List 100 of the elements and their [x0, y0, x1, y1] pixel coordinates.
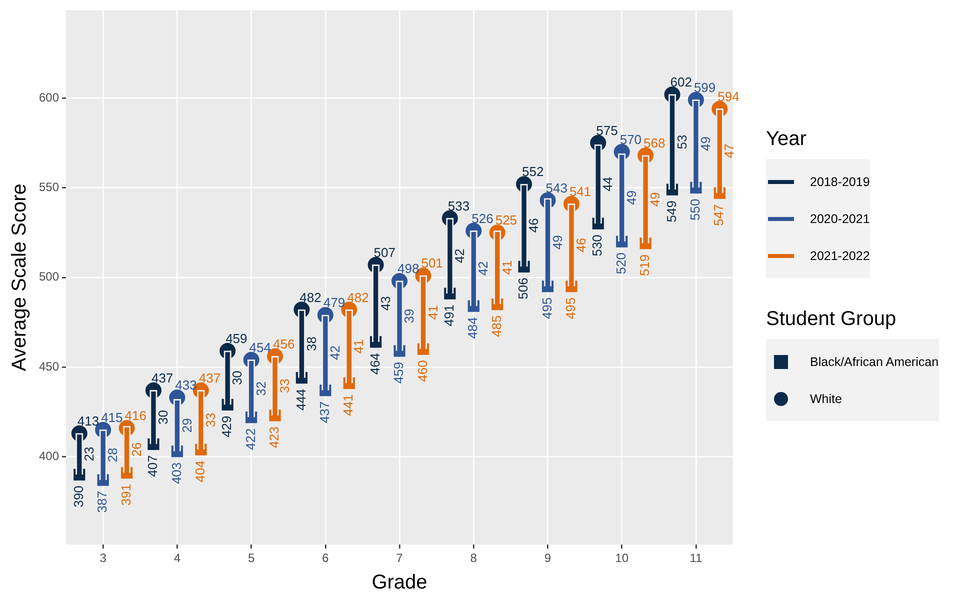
data-label: 602	[670, 74, 692, 90]
data-label: 23	[81, 446, 96, 462]
data-label: 413	[77, 413, 100, 428]
x-tick-label: 11	[690, 551, 702, 566]
data-label: 30	[156, 410, 171, 425]
data-label: 485	[488, 315, 504, 337]
data-label: 459	[226, 331, 248, 346]
data-label: 568	[644, 136, 666, 151]
data-label: 49	[698, 136, 714, 152]
data-label: 484	[465, 317, 480, 339]
data-label: 575	[596, 122, 618, 138]
data-label: 552	[522, 164, 544, 180]
data-label: 454	[249, 340, 271, 355]
data-label: 547	[711, 204, 726, 226]
data-label: 543	[546, 180, 568, 196]
x-tick-label: 7	[396, 551, 404, 566]
data-label: 495	[539, 297, 554, 320]
data-label: 550	[688, 198, 703, 220]
text: Student Group	[766, 308, 896, 330]
x-axis-title: Grade	[372, 572, 428, 594]
data-label: 38	[304, 336, 319, 351]
y-tick-label: 600	[38, 90, 60, 104]
data-label: 42	[327, 345, 342, 360]
legend-label: White	[810, 392, 842, 406]
data-label: 549	[664, 200, 679, 222]
data-label: 53	[674, 134, 690, 150]
data-label: 47	[722, 144, 737, 158]
data-label: 456	[273, 336, 295, 352]
data-label: 533	[448, 198, 470, 214]
data-label: 30	[230, 370, 245, 386]
x-tick-label: 10	[615, 551, 629, 566]
data-label: 519	[637, 254, 652, 276]
text: Year	[766, 128, 806, 150]
data-label: 390	[70, 486, 86, 508]
data-label: 26	[128, 442, 144, 457]
data-label: 459	[391, 362, 406, 384]
data-label: 541	[569, 184, 592, 199]
data-label: 495	[563, 297, 578, 320]
data-label: 501	[421, 256, 443, 271]
legend-label: 2018-2019	[810, 174, 870, 188]
data-label: 391	[118, 484, 134, 506]
data-label: 570	[620, 132, 642, 147]
y-tick-label: 500	[38, 270, 60, 284]
data-label: 42	[452, 248, 467, 264]
y-tick-label: 400	[38, 449, 60, 464]
data-label: 49	[648, 192, 663, 207]
data-label: 506	[516, 278, 531, 300]
data-label: 460	[414, 360, 430, 382]
y-tick-label: 450	[38, 359, 60, 374]
data-label: 43	[378, 296, 393, 311]
data-label: 482	[300, 290, 322, 305]
data-label: 491	[441, 304, 456, 326]
data-label: 437	[151, 370, 174, 386]
data-label: 526	[472, 210, 494, 226]
data-label: 387	[94, 491, 110, 513]
data-label: 416	[124, 408, 146, 424]
legend-label: Black/African American	[810, 354, 939, 368]
y-tick-label: 550	[38, 180, 60, 194]
data-label: 46	[574, 238, 589, 252]
data-label: 33	[202, 412, 218, 428]
data-label: 49	[550, 235, 565, 250]
data-label: 46	[526, 218, 542, 233]
x-tick-label: 9	[544, 551, 552, 566]
data-label: 404	[192, 460, 208, 482]
data-label: 594	[718, 88, 740, 104]
data-label: 433	[175, 378, 197, 393]
data-label: 32	[253, 381, 268, 396]
data-label: 437	[198, 370, 221, 386]
data-label: 498	[398, 261, 420, 276]
data-label: 599	[694, 80, 716, 95]
data-label: 422	[242, 428, 258, 450]
data-label: 49	[624, 190, 639, 205]
data-label: 415	[101, 410, 123, 425]
data-label: 429	[219, 416, 234, 438]
data-label: 41	[499, 260, 514, 275]
data-label: 441	[340, 394, 356, 416]
legend-label: 2020-2021	[810, 212, 870, 226]
data-label: 407	[145, 455, 160, 477]
x-tick-label: 5	[248, 551, 255, 566]
data-label: 39	[402, 308, 417, 324]
legend-label: 2021-2022	[810, 248, 870, 262]
data-label: 41	[425, 305, 440, 320]
data-label: 530	[590, 234, 605, 256]
data-label: 403	[168, 462, 184, 484]
x-tick-label: 8	[470, 551, 478, 566]
data-label: 28	[105, 448, 120, 462]
data-label: 479	[323, 295, 346, 310]
data-label: 482	[347, 290, 369, 305]
data-label: 41	[351, 339, 366, 354]
data-label: 520	[613, 252, 628, 274]
data-label: 525	[495, 212, 518, 228]
x-tick-label: 4	[174, 551, 181, 566]
y-axis-title: Average Scale Score	[8, 184, 31, 372]
data-label: 464	[367, 352, 382, 375]
x-tick-label: 6	[322, 551, 330, 566]
data-label: 44	[600, 176, 616, 192]
x-tick-label: 3	[100, 551, 107, 566]
data-label: 437	[316, 401, 332, 424]
data-label: 42	[476, 261, 491, 276]
data-label: 444	[293, 388, 308, 411]
